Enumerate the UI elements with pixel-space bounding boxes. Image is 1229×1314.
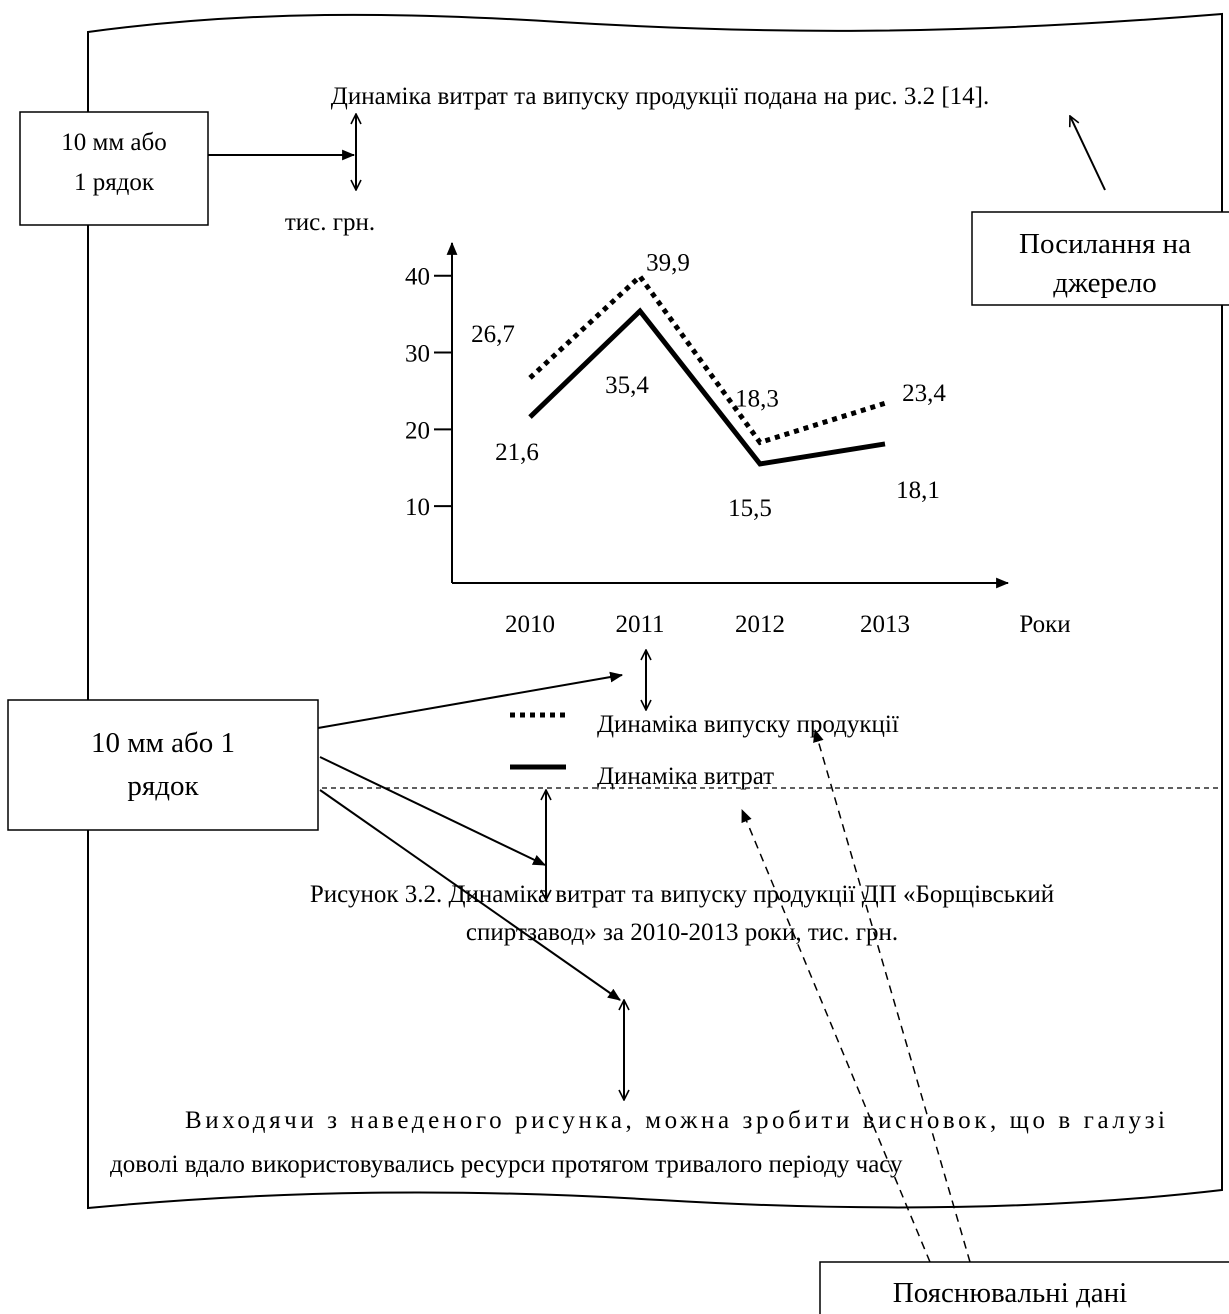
data-label: 23,4 — [902, 380, 946, 407]
data-label: 18,1 — [896, 477, 940, 504]
page-border — [87, 12, 1223, 1210]
callout-text: рядок — [127, 770, 199, 802]
data-label: 21,6 — [495, 439, 539, 466]
header-text: Динаміка витрат та випуску продукції под… — [331, 83, 989, 110]
data-label: 18,3 — [735, 385, 779, 412]
y-tick-label: 40 — [405, 264, 430, 291]
pointer — [319, 789, 621, 1001]
data-label: 15,5 — [728, 495, 772, 522]
y-tick-label: 10 — [405, 494, 430, 521]
y-tick-label: 20 — [405, 417, 430, 444]
callout-text: Пояснювальні дані — [893, 1277, 1127, 1309]
callout-text: 10 мм або — [61, 129, 166, 156]
pointer — [741, 808, 931, 1263]
callout-text: 1 рядок — [74, 169, 155, 196]
callout-box — [819, 1261, 1229, 1314]
x-tick-label: 2010 — [505, 611, 555, 638]
x-tick-label: 2011 — [615, 611, 664, 638]
x-tick-label: 2013 — [860, 611, 910, 638]
series-line — [528, 307, 886, 467]
y-tick-label: 30 — [405, 341, 430, 368]
x-axis-label: Роки — [1019, 611, 1070, 638]
callout-box — [971, 211, 1229, 306]
data-label: 39,9 — [646, 249, 690, 276]
data-label: 35,4 — [605, 372, 649, 399]
pointer — [319, 756, 546, 866]
data-label: 26,7 — [471, 321, 515, 348]
legend-label: Динаміка випуску продукції — [597, 711, 899, 738]
paragraph: Виходячи з наведеного рисунка, можна зро… — [185, 1107, 1165, 1134]
series-line — [528, 272, 886, 446]
caption: Рисунок 3.2. Динаміка витрат та випуску … — [310, 881, 1054, 908]
legend-label: Динаміка витрат — [597, 763, 774, 790]
paragraph: доволі вдало використовувались ресурси п… — [110, 1151, 903, 1178]
callout-box — [7, 699, 319, 831]
pointer — [317, 671, 624, 729]
pointer — [813, 728, 971, 1263]
caption: спиртзавод» за 2010-2013 роки, тис. грн. — [466, 919, 898, 946]
y-axis-label: тис. грн. — [285, 209, 375, 236]
chart: тис. грн. Роки 10 20 30 40 2010 2011 2012 2013 2… — [285, 209, 1071, 790]
callout-text: джерело — [1053, 267, 1157, 299]
pointer — [1070, 116, 1106, 191]
callout-text: 10 мм або 1 — [91, 727, 235, 759]
x-tick-label: 2012 — [735, 611, 785, 638]
callout-box — [19, 111, 209, 226]
callout-text: Посилання на — [1019, 228, 1191, 260]
